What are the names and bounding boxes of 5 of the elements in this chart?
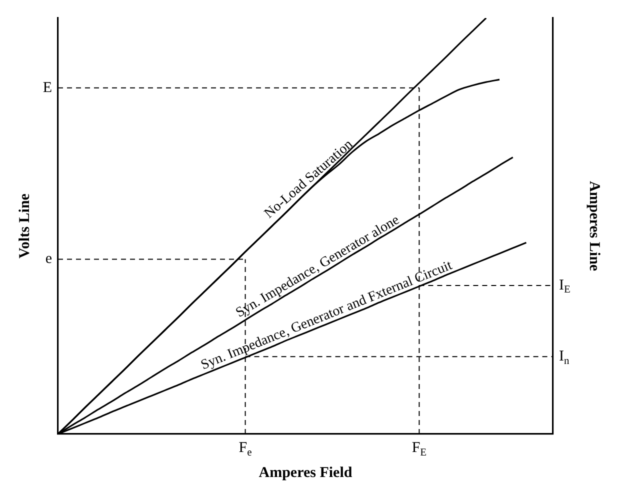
y2-axis-title: Amperes Line	[586, 180, 602, 272]
ref-line-label: e	[45, 251, 52, 268]
x-axis-title: Amperes Field	[258, 464, 353, 481]
ref-line-label: E	[42, 80, 52, 96]
y-axis-title: Volts Line	[16, 193, 33, 258]
